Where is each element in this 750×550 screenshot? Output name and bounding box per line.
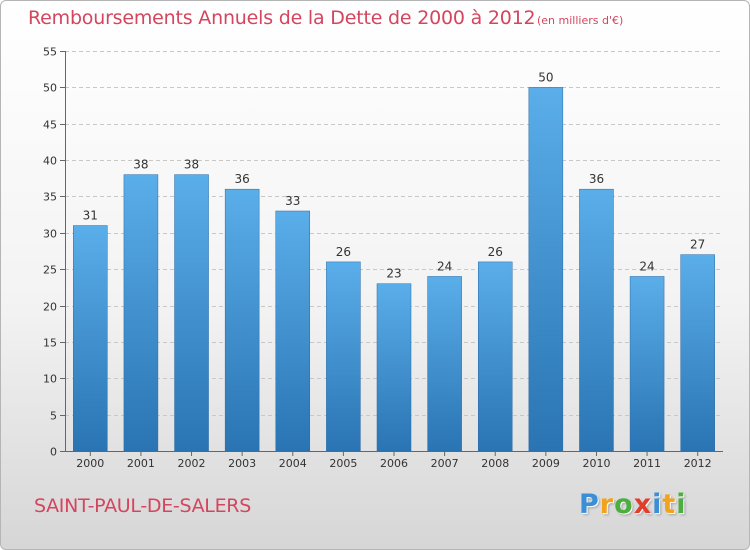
y-tick-label: 15 bbox=[43, 337, 57, 350]
bar-2003 bbox=[224, 188, 260, 452]
bar-2006 bbox=[376, 283, 412, 452]
logo-letter: t bbox=[662, 489, 677, 520]
y-tick-label: 45 bbox=[43, 119, 57, 132]
bar-2012 bbox=[680, 254, 715, 452]
x-tick-label-2000: 2000 bbox=[76, 457, 104, 470]
x-tick-label-2002: 2002 bbox=[178, 457, 206, 470]
y-tick-label: 30 bbox=[43, 228, 57, 241]
y-tick-label: 20 bbox=[43, 301, 57, 314]
value-label-2000: 31 bbox=[83, 209, 98, 223]
y-tick-label: 35 bbox=[43, 191, 57, 204]
chart-title: Remboursements Annuels de la Dette de 20… bbox=[28, 7, 536, 29]
x-tick-label-2004: 2004 bbox=[279, 457, 307, 470]
bar-2001 bbox=[123, 174, 159, 452]
value-label-2011: 24 bbox=[639, 259, 654, 273]
bar-2000 bbox=[73, 225, 108, 452]
city-name: SAINT-PAUL-DE-SALERS bbox=[34, 495, 251, 517]
logo-letter: x bbox=[633, 489, 653, 520]
bar-2011 bbox=[629, 276, 665, 452]
x-tick-label-2007: 2007 bbox=[431, 457, 459, 470]
proxiti-logo[interactable]: Proxiti bbox=[579, 489, 687, 520]
bar-2004 bbox=[275, 210, 311, 452]
x-tick-label-2012: 2012 bbox=[684, 457, 712, 470]
logo-letter: o bbox=[614, 489, 634, 520]
bar-2002 bbox=[174, 174, 209, 452]
bar-2007 bbox=[427, 276, 462, 452]
y-tick-label: 10 bbox=[43, 373, 57, 386]
x-tick-label-2011: 2011 bbox=[633, 457, 661, 470]
value-label-2010: 36 bbox=[589, 172, 604, 186]
value-label-2005: 26 bbox=[336, 245, 351, 259]
value-label-2006: 23 bbox=[386, 267, 401, 281]
y-tick-label: 55 bbox=[43, 46, 57, 59]
bar-2010 bbox=[579, 188, 614, 452]
bar-2008 bbox=[477, 261, 513, 452]
logo-letter: i bbox=[676, 489, 687, 520]
y-tick-label: 5 bbox=[50, 410, 57, 423]
x-tick-label-2005: 2005 bbox=[329, 457, 357, 470]
y-tick-label: 25 bbox=[43, 264, 57, 277]
x-tick-label-2006: 2006 bbox=[380, 457, 408, 470]
chart-unit-note: (en milliers d'€) bbox=[537, 14, 624, 27]
x-tick-label-2009: 2009 bbox=[532, 457, 560, 470]
x-tick-label-2001: 2001 bbox=[127, 457, 155, 470]
value-label-2002: 38 bbox=[184, 158, 199, 172]
value-label-2003: 36 bbox=[235, 172, 250, 186]
value-label-2001: 38 bbox=[133, 158, 148, 172]
value-label-2007: 24 bbox=[437, 259, 452, 273]
value-label-2008: 26 bbox=[488, 245, 503, 259]
logo-letter: i bbox=[652, 489, 663, 520]
y-tick-label: 0 bbox=[50, 446, 57, 459]
y-tick-label: 50 bbox=[43, 82, 57, 95]
y-tick-label: 40 bbox=[43, 155, 57, 168]
value-label-2004: 33 bbox=[285, 194, 300, 208]
logo-letter: P bbox=[579, 489, 600, 520]
value-label-2012: 27 bbox=[690, 238, 705, 252]
x-tick-label-2010: 2010 bbox=[582, 457, 610, 470]
value-label-2009: 50 bbox=[538, 70, 553, 84]
bar-2005 bbox=[326, 261, 361, 452]
logo-letter: r bbox=[599, 489, 615, 520]
bar-2009 bbox=[528, 87, 564, 452]
x-tick-label-2003: 2003 bbox=[228, 457, 256, 470]
x-tick-label-2008: 2008 bbox=[481, 457, 509, 470]
